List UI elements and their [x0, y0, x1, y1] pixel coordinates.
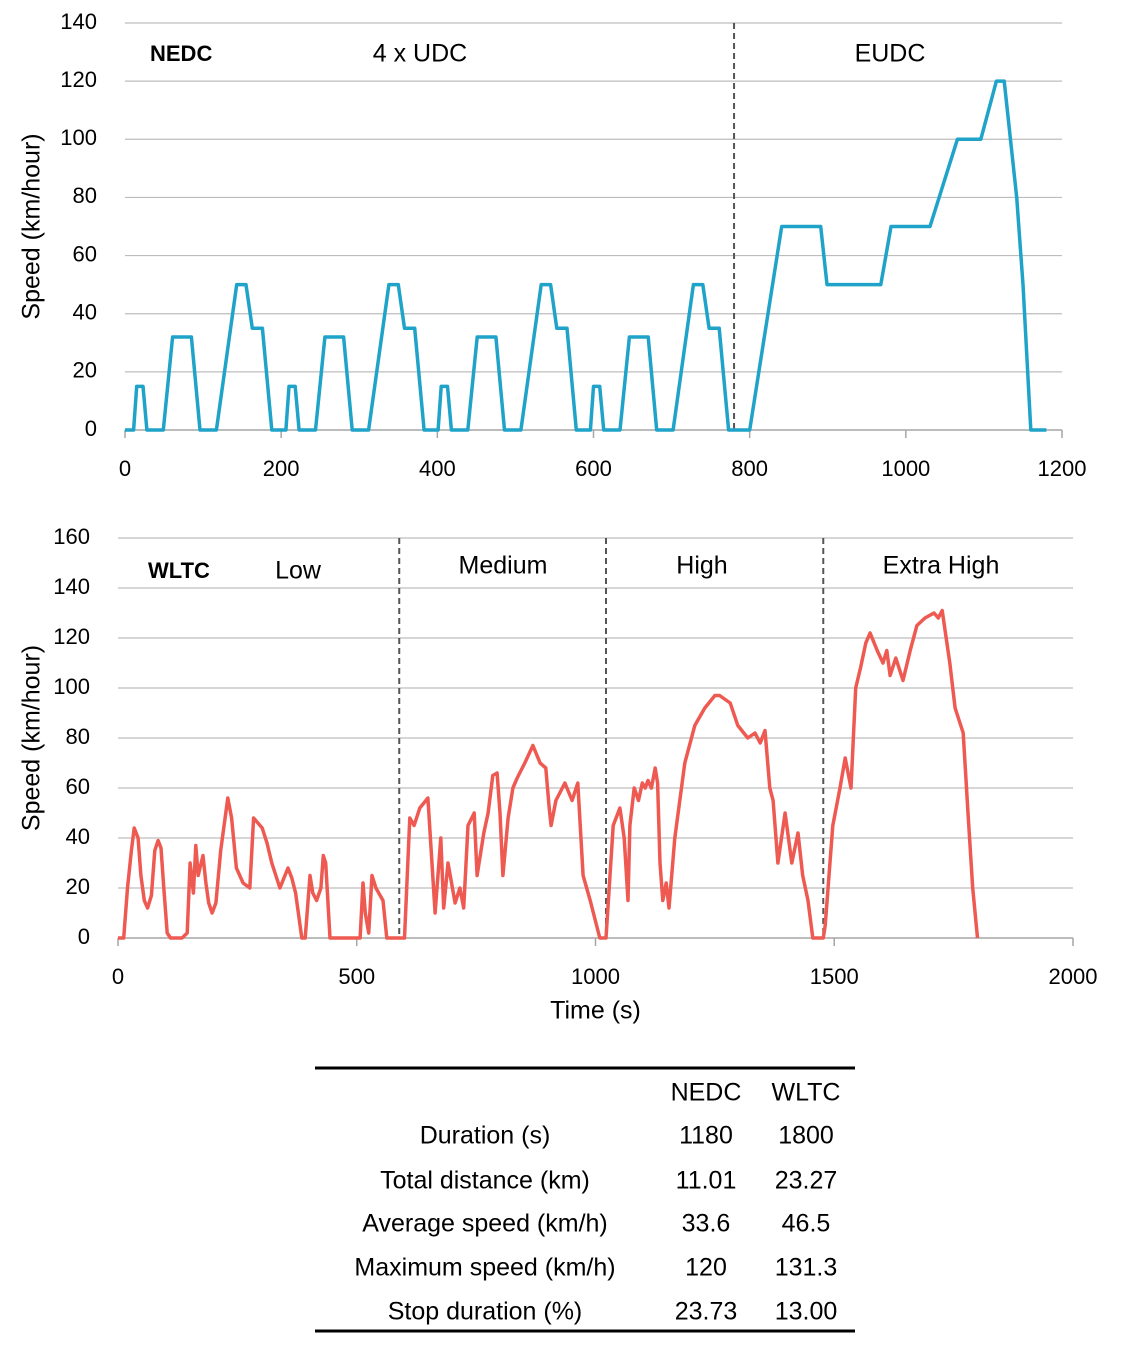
- row-label: Maximum speed (km/h): [354, 1254, 615, 1282]
- y-axis-label: Speed (km/hour): [18, 645, 46, 831]
- x-tick-label: 200: [263, 456, 300, 481]
- y-tick-label: 0: [85, 416, 97, 441]
- table-cell: 1800: [778, 1122, 834, 1150]
- x-tick-label: 800: [731, 456, 768, 481]
- phase-label: EUDC: [855, 40, 926, 68]
- table-cell: 13.00: [775, 1298, 838, 1326]
- x-tick-label: 400: [419, 456, 456, 481]
- x-tick-label: 0: [119, 456, 131, 481]
- y-tick-label: 140: [60, 9, 97, 34]
- label-background: [267, 554, 330, 587]
- table-cell: 33.6: [682, 1210, 731, 1238]
- x-axis-label: Time (s): [550, 997, 641, 1025]
- row-label: Duration (s): [420, 1122, 551, 1150]
- phase-label: High: [676, 552, 727, 580]
- label-background: [874, 549, 1008, 582]
- y-tick-label: 20: [73, 358, 97, 383]
- y-tick-label: 160: [53, 524, 90, 549]
- phase-label: 4 x UDC: [373, 40, 467, 68]
- y-tick-label: 0: [78, 924, 90, 949]
- y-tick-label: 80: [73, 183, 97, 208]
- label-background: [846, 37, 934, 70]
- speed-line: [118, 608, 980, 940]
- phase-label: Extra High: [883, 552, 1000, 580]
- y-tick-label: 40: [73, 300, 97, 325]
- chart-title: NEDC: [150, 41, 212, 66]
- chart-title: WLTC: [148, 558, 210, 583]
- y-tick-label: 100: [53, 674, 90, 699]
- table-header: WLTC: [772, 1079, 841, 1107]
- x-tick-label: 1000: [881, 456, 930, 481]
- x-tick-label: 0: [112, 964, 124, 989]
- table-cell: 1180: [679, 1122, 733, 1150]
- table-cell: 23.73: [675, 1298, 738, 1326]
- label-background: [142, 38, 221, 68]
- y-tick-label: 140: [53, 574, 90, 599]
- y-tick-label: 80: [66, 724, 90, 749]
- phase-label: Low: [275, 557, 322, 585]
- y-tick-label: 60: [66, 774, 90, 799]
- table-header: NEDC: [671, 1079, 742, 1107]
- row-label: Total distance (km): [380, 1167, 590, 1195]
- label-background: [140, 555, 219, 585]
- row-label: Stop duration (%): [388, 1298, 583, 1326]
- table-cell: 120: [685, 1254, 727, 1282]
- y-tick-label: 100: [60, 125, 97, 150]
- x-tick-label: 600: [575, 456, 612, 481]
- x-tick-label: 1000: [571, 964, 620, 989]
- x-tick-label: 500: [338, 964, 375, 989]
- row-label: Average speed (km/h): [362, 1210, 608, 1238]
- phase-label: Medium: [459, 552, 548, 580]
- label-background: [364, 37, 476, 70]
- x-tick-label: 1200: [1038, 456, 1087, 481]
- table-cell: 131.3: [775, 1254, 838, 1282]
- label-background: [450, 549, 556, 582]
- x-tick-label: 2000: [1049, 964, 1098, 989]
- speed-line: [125, 79, 1047, 432]
- y-axis-label: Speed (km/hour): [18, 133, 46, 319]
- y-tick-label: 20: [66, 874, 90, 899]
- table-cell: 23.27: [775, 1167, 838, 1195]
- label-background: [668, 549, 736, 582]
- y-tick-label: 60: [73, 241, 97, 266]
- table-cell: 11.01: [676, 1167, 737, 1195]
- table-cell: 46.5: [782, 1210, 831, 1238]
- y-tick-label: 120: [60, 67, 97, 92]
- y-tick-label: 40: [66, 824, 90, 849]
- x-tick-label: 1500: [810, 964, 859, 989]
- y-tick-label: 120: [53, 624, 90, 649]
